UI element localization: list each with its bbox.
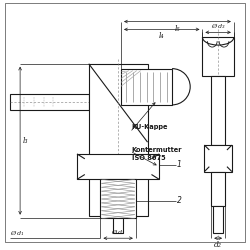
Bar xyxy=(121,68,172,105)
Text: Ø d₃: Ø d₃ xyxy=(211,24,225,29)
Bar xyxy=(100,180,136,218)
Bar xyxy=(89,64,148,216)
Bar xyxy=(10,94,89,110)
Text: Ø d₁: Ø d₁ xyxy=(111,230,125,235)
Text: KU-Kappe: KU-Kappe xyxy=(132,124,168,130)
Text: 2: 2 xyxy=(177,196,182,205)
Bar xyxy=(204,145,232,172)
Bar xyxy=(211,76,225,145)
Text: l₃: l₃ xyxy=(23,137,28,145)
Text: Ø d₁: Ø d₁ xyxy=(10,231,24,236)
Text: d₂: d₂ xyxy=(214,241,222,249)
Bar xyxy=(77,154,159,180)
Bar xyxy=(213,206,223,233)
Bar xyxy=(113,218,123,233)
Bar xyxy=(202,37,234,76)
Bar xyxy=(211,172,225,206)
Text: 1: 1 xyxy=(177,160,182,169)
Text: l₄: l₄ xyxy=(159,32,164,40)
Text: Kontermutter: Kontermutter xyxy=(132,147,182,153)
Text: l₅: l₅ xyxy=(175,24,180,32)
Text: ISO 8675: ISO 8675 xyxy=(132,155,166,161)
